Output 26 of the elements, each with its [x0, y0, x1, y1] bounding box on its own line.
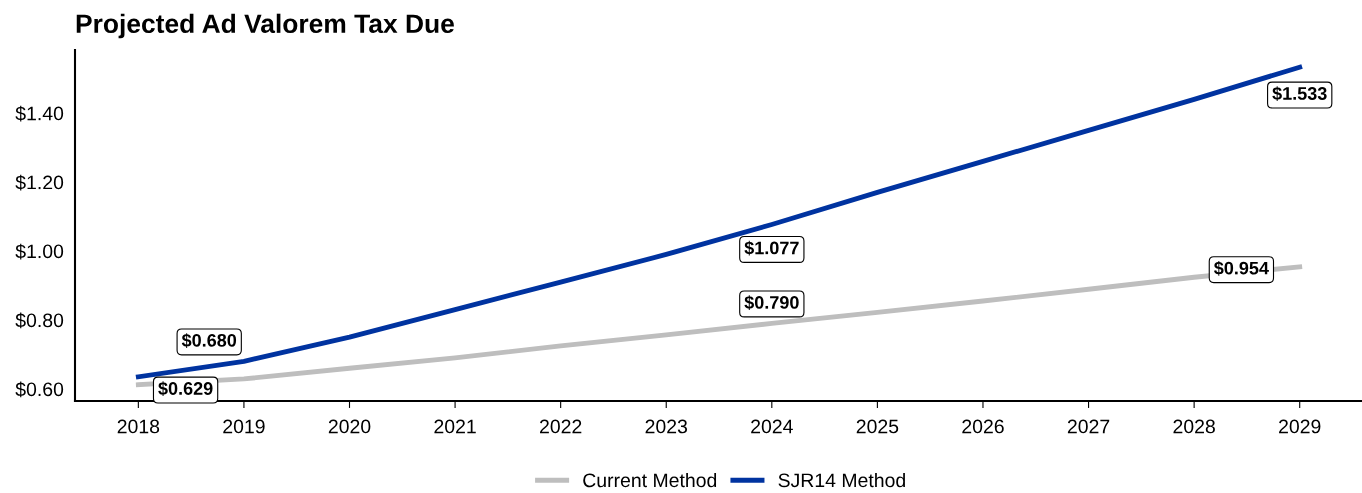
x-tick-label: 2023	[645, 419, 688, 434]
y-tick-label: $1.00	[15, 243, 64, 260]
x-tick-label: 2024	[751, 419, 793, 434]
y-tick-label: $1.40	[15, 105, 64, 122]
data-label: $0.629	[158, 381, 213, 397]
data-label: $1.533	[1272, 86, 1327, 102]
x-tick-label: 2028	[1173, 419, 1215, 434]
x-tick-label: 2019	[223, 419, 265, 434]
legend-label: SJR14 Method	[778, 472, 905, 488]
legend-label: Current Method	[583, 472, 717, 488]
x-tick-label: 2020	[328, 419, 371, 434]
x-tick-label: 2018	[117, 419, 160, 434]
data-label: $1.077	[744, 240, 799, 256]
y-tick-label: $1.20	[15, 174, 64, 191]
chart-title: Projected Ad Valorem Tax Due	[76, 13, 454, 39]
x-tick-label: 2026	[962, 419, 1004, 434]
data-label: $0.790	[744, 295, 799, 310]
x-tick-label: 2027	[1067, 419, 1110, 434]
data-label: $0.954	[1214, 260, 1269, 276]
x-tick-label: 2021	[434, 419, 476, 434]
x-tick-label: 2022	[540, 419, 582, 434]
x-tick-label: 2029	[1279, 419, 1321, 434]
y-tick-label: $0.80	[15, 312, 64, 329]
x-tick-label: 2025	[856, 419, 899, 434]
y-tick-label: $0.60	[15, 381, 64, 398]
data-label: $0.680	[181, 333, 237, 348]
